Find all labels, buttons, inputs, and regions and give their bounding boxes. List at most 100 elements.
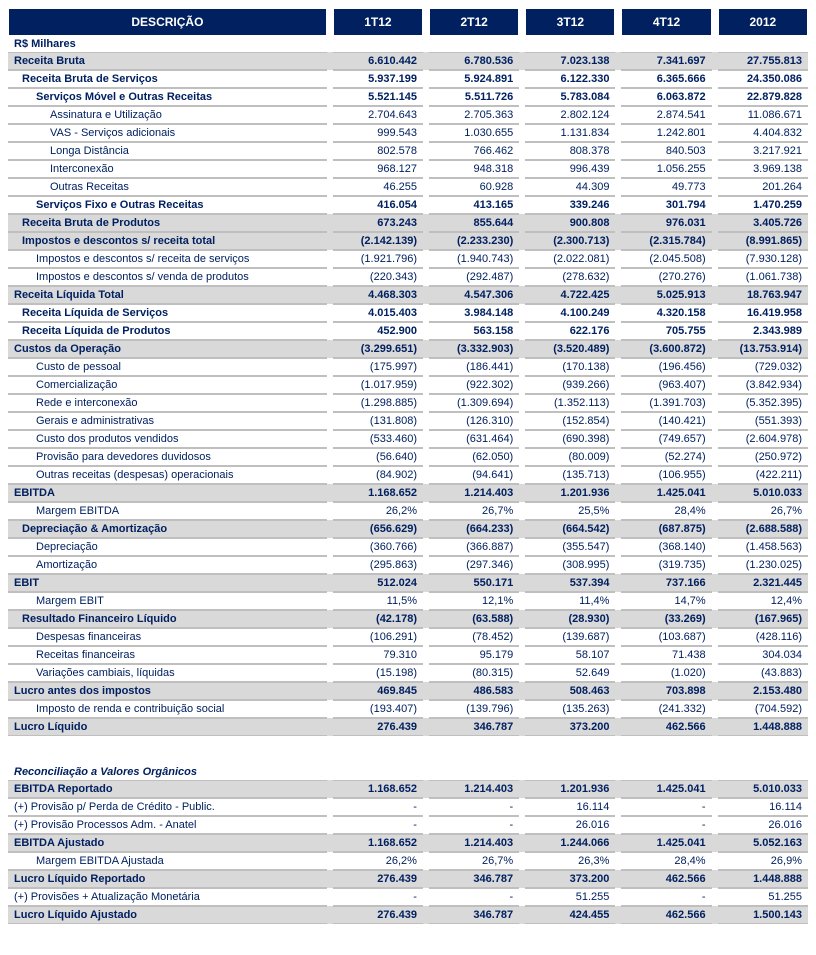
row-value: (2.045.508): [621, 250, 711, 268]
header-desc: DESCRIÇÃO: [8, 8, 327, 36]
row-value: 416.054: [333, 196, 423, 214]
table-row: (+) Provisão Processos Adm. - Anatel--26…: [8, 816, 808, 834]
row-value: (1.061.738): [718, 268, 808, 286]
table-row: Margem EBITDA Ajustada26,2%26,7%26,3%28,…: [8, 852, 808, 870]
row-value: 3.405.726: [718, 214, 808, 232]
row-value: -: [429, 816, 519, 834]
row-value: 6.780.536: [429, 52, 519, 70]
recon-body: Reconciliação a Valores Orgânicos EBITDA…: [8, 764, 808, 924]
row-value: 4.320.158: [621, 304, 711, 322]
header-c5: 2012: [718, 8, 808, 36]
row-value: 1.244.066: [525, 834, 615, 852]
row-value: (94.641): [429, 466, 519, 484]
row-value: 1.168.652: [333, 484, 423, 502]
row-value: (422.211): [718, 466, 808, 484]
row-value: 7.341.697: [621, 52, 711, 70]
row-label: EBITDA Ajustado: [8, 834, 327, 852]
table-row: Receita Líquida de Produtos452.900563.15…: [8, 322, 808, 340]
row-value: 26.016: [525, 816, 615, 834]
row-value: 1.201.936: [525, 484, 615, 502]
row-value: (355.547): [525, 538, 615, 556]
row-label: VAS - Serviços adicionais: [8, 124, 327, 142]
row-label: Impostos e descontos s/ venda de produto…: [8, 268, 327, 286]
row-label: Receita Líquida Total: [8, 286, 327, 304]
table-row: Outras Receitas46.25560.92844.30949.7732…: [8, 178, 808, 196]
row-value: 26,9%: [718, 852, 808, 870]
row-value: (922.302): [429, 376, 519, 394]
header-c1: 1T12: [333, 8, 423, 36]
row-value: (704.592): [718, 700, 808, 718]
row-value: 424.455: [525, 906, 615, 924]
row-label: Lucro Líquido Ajustado: [8, 906, 327, 924]
row-value: (690.398): [525, 430, 615, 448]
row-value: 486.583: [429, 682, 519, 700]
row-label: Rede e interconexão: [8, 394, 327, 412]
row-value: 1.425.041: [621, 834, 711, 852]
row-value: 5.521.145: [333, 88, 423, 106]
header-c4: 4T12: [621, 8, 711, 36]
row-value: (533.460): [333, 430, 423, 448]
table-row: Longa Distância802.578766.462808.378840.…: [8, 142, 808, 160]
row-value: 276.439: [333, 906, 423, 924]
row-value: 16.419.958: [718, 304, 808, 322]
row-label: Serviços Fixo e Outras Receitas: [8, 196, 327, 214]
row-value: 3.969.138: [718, 160, 808, 178]
row-value: 1.168.652: [333, 834, 423, 852]
row-label: Impostos e descontos s/ receita total: [8, 232, 327, 250]
table-row: Custo de pessoal(175.997)(186.441)(170.1…: [8, 358, 808, 376]
row-value: 26,3%: [525, 852, 615, 870]
row-value: (135.713): [525, 466, 615, 484]
row-value: (551.393): [718, 412, 808, 430]
row-value: 808.378: [525, 142, 615, 160]
row-value: (241.332): [621, 700, 711, 718]
row-value: 201.264: [718, 178, 808, 196]
row-value: 52.649: [525, 664, 615, 682]
row-value: -: [621, 816, 711, 834]
table-row: Lucro Líquido Reportado276.439346.787373…: [8, 870, 808, 888]
row-value: 1.201.936: [525, 780, 615, 798]
row-value: 413.165: [429, 196, 519, 214]
row-value: 46.255: [333, 178, 423, 196]
row-value: (1.230.025): [718, 556, 808, 574]
row-value: (3.520.489): [525, 340, 615, 358]
table-row: Lucro Líquido Ajustado276.439346.787424.…: [8, 906, 808, 924]
table-row: Resultado Financeiro Líquido(42.178)(63.…: [8, 610, 808, 628]
row-value: -: [429, 798, 519, 816]
row-label: Custo dos produtos vendidos: [8, 430, 327, 448]
row-value: 563.158: [429, 322, 519, 340]
row-label: Despesas financeiras: [8, 628, 327, 646]
row-value: (170.138): [525, 358, 615, 376]
row-label: Custos da Operação: [8, 340, 327, 358]
row-value: (131.808): [333, 412, 423, 430]
row-value: 26,7%: [429, 852, 519, 870]
row-value: 999.543: [333, 124, 423, 142]
row-label: Receitas financeiras: [8, 646, 327, 664]
table-row: EBITDA Ajustado1.168.6521.214.4031.244.0…: [8, 834, 808, 852]
row-value: 2.874.541: [621, 106, 711, 124]
row-value: (366.887): [429, 538, 519, 556]
row-value: 26.016: [718, 816, 808, 834]
row-value: (664.542): [525, 520, 615, 538]
table-row: Despesas financeiras(106.291)(78.452)(13…: [8, 628, 808, 646]
units-label: R$ Milhares: [8, 36, 808, 52]
row-value: (56.640): [333, 448, 423, 466]
row-value: (2.688.588): [718, 520, 808, 538]
row-value: 4.015.403: [333, 304, 423, 322]
row-value: 27.755.813: [718, 52, 808, 70]
table-row: Margem EBITDA26,2%26,7%25,5%28,4%26,7%: [8, 502, 808, 520]
row-value: 14,7%: [621, 592, 711, 610]
row-value: 79.310: [333, 646, 423, 664]
row-value: (295.863): [333, 556, 423, 574]
row-label: EBIT: [8, 574, 327, 592]
row-value: 622.176: [525, 322, 615, 340]
row-value: 1.470.259: [718, 196, 808, 214]
row-value: (62.050): [429, 448, 519, 466]
row-value: 452.900: [333, 322, 423, 340]
row-value: 95.179: [429, 646, 519, 664]
row-label: Receita Bruta de Produtos: [8, 214, 327, 232]
row-value: (1.921.796): [333, 250, 423, 268]
row-value: (664.233): [429, 520, 519, 538]
table-row: Receita Bruta de Produtos673.243855.6449…: [8, 214, 808, 232]
row-value: 4.468.303: [333, 286, 423, 304]
row-value: 301.794: [621, 196, 711, 214]
